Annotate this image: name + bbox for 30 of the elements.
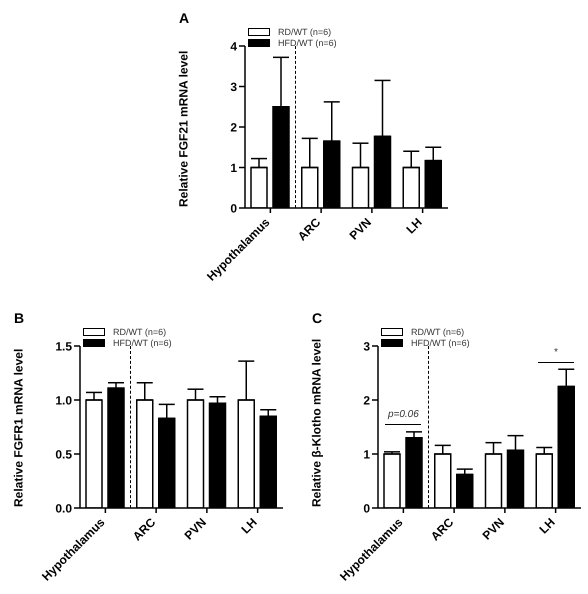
x-tick-label: LH (238, 515, 260, 536)
legend-label: HFD/WT (n=6) (278, 38, 337, 48)
chart-title: A (179, 10, 190, 26)
y-tick-label: 2 (230, 120, 238, 134)
y-tick-label: 3 (230, 80, 238, 94)
annotation: p=0.06 (386, 409, 420, 420)
chart-title: C (312, 310, 322, 326)
x-tick-label: LH (404, 215, 425, 236)
legend-label: RD/WT (n=6) (411, 326, 464, 336)
chart-title: B (14, 310, 24, 326)
y-axis-title: Relative FGFR1 mRNA level (11, 348, 26, 507)
legend-label: RD/WT (n=6) (113, 326, 166, 336)
y-tick-label: 0 (230, 201, 238, 216)
x-tick-label: LH (536, 515, 558, 536)
legend-label: HFD/WT (n=6) (411, 338, 470, 348)
y-tick-label: 1 (363, 447, 370, 462)
legend-label: RD/WT (n=6) (278, 26, 332, 36)
y-tick-label: 4 (230, 39, 238, 54)
legend-label: HFD/WT (n=6) (113, 338, 172, 348)
y-axis-title: Relative FGF21 mRNA level (176, 50, 190, 207)
y-tick-label: 0.0 (55, 501, 72, 516)
annotation: * (552, 347, 559, 358)
y-tick-label: 1.0 (55, 393, 72, 408)
y-tick-label: 2 (363, 393, 370, 408)
y-tick-label: 1.5 (55, 339, 72, 354)
y-axis-title: Relative β-Klotho mRNA level (309, 338, 324, 507)
y-tick-label: 0.5 (55, 447, 72, 462)
y-tick-label: 0 (363, 501, 370, 516)
y-tick-label: 1 (230, 160, 238, 175)
y-tick-label: 3 (363, 339, 370, 354)
